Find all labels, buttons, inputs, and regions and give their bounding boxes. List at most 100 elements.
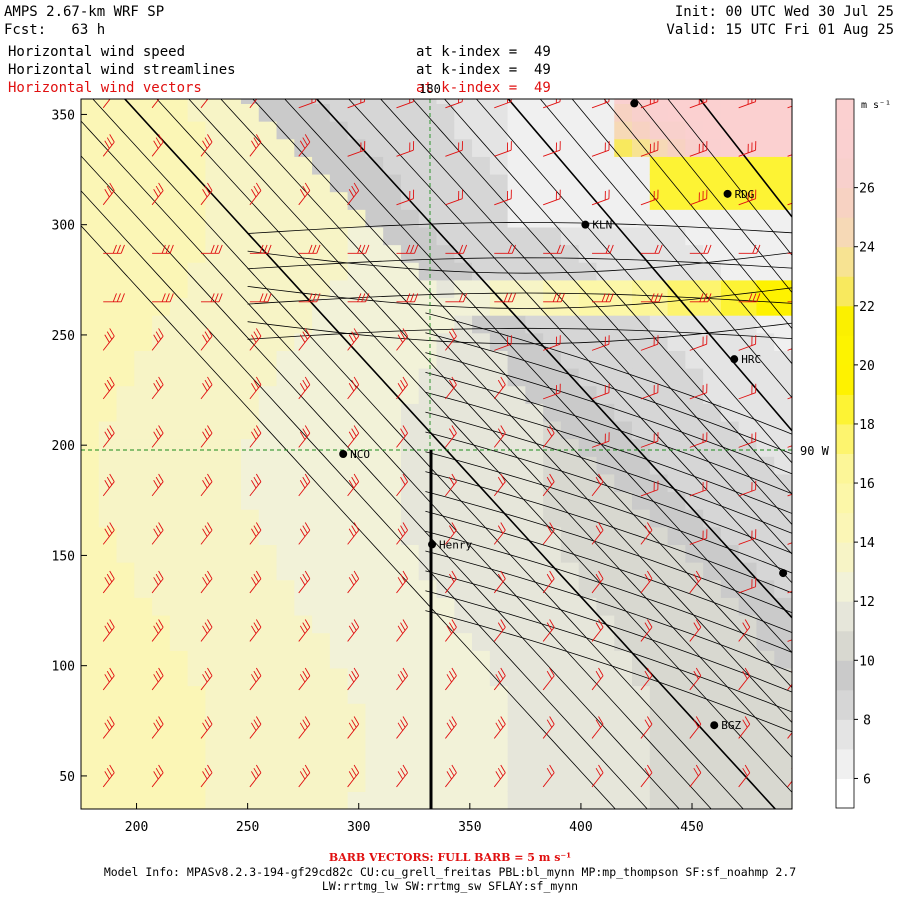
speed-cell	[169, 473, 189, 493]
speed-cell	[667, 173, 686, 193]
wind-barb	[347, 764, 360, 788]
speed-cell	[614, 173, 633, 193]
speed-cell	[223, 156, 242, 175]
speed-cell	[240, 526, 260, 546]
speed-cell	[169, 385, 189, 404]
speed-cell	[223, 491, 242, 510]
colorbar-swatch	[836, 630, 854, 661]
speed-cell	[294, 138, 313, 157]
speed-cell	[774, 99, 792, 105]
speed-cell	[738, 791, 758, 809]
speed-cell	[418, 368, 438, 387]
speed-cell	[507, 385, 526, 404]
speed-cell	[169, 685, 189, 704]
speed-cell	[205, 279, 224, 299]
speed-cell	[347, 315, 366, 334]
speed-cell	[560, 491, 580, 510]
wind-barb	[347, 182, 360, 206]
speed-cell	[81, 597, 100, 616]
speed-cell	[152, 544, 171, 563]
speed-cell	[614, 191, 633, 210]
speed-cell	[614, 209, 633, 228]
speed-cell	[294, 121, 313, 140]
speed-cell	[187, 403, 207, 422]
speed-cell	[774, 368, 792, 387]
speed-cell	[614, 438, 633, 457]
wind-barb	[396, 716, 408, 739]
wind-barb	[151, 619, 164, 642]
speed-cell	[152, 491, 171, 510]
speed-cell	[614, 156, 633, 175]
speed-cell	[507, 332, 526, 351]
speed-cell	[400, 420, 420, 440]
wind-barb	[298, 764, 311, 788]
wind-barb	[493, 473, 506, 497]
wind-barb	[787, 348, 792, 351]
speed-cell	[720, 121, 740, 140]
wind-barb	[151, 99, 160, 109]
speed-cell	[632, 350, 651, 369]
speed-cell	[81, 650, 100, 669]
speed-cell	[116, 756, 135, 775]
speed-cell	[667, 614, 686, 634]
speed-cell	[489, 632, 509, 651]
speed-cell	[187, 103, 207, 122]
wind-barb	[249, 99, 258, 109]
speed-cell	[347, 350, 366, 369]
station-label: NCO	[350, 448, 370, 461]
speed-cell	[152, 791, 171, 809]
wind-barb	[151, 328, 164, 351]
speed-cell	[187, 526, 207, 546]
streamline	[635, 99, 792, 294]
speed-cell	[418, 667, 438, 687]
speed-cell	[134, 438, 153, 457]
speed-cell	[774, 791, 792, 809]
speed-cell	[703, 438, 722, 457]
speed-cell	[454, 279, 473, 299]
speed-cell	[223, 209, 242, 228]
speed-cell	[400, 438, 420, 457]
speed-cell	[329, 262, 349, 281]
speed-cell	[116, 473, 135, 493]
wind-barb	[542, 570, 555, 594]
speed-cell	[649, 544, 669, 563]
speed-cell	[365, 738, 384, 757]
speed-cell	[685, 315, 704, 334]
streamline	[247, 222, 792, 234]
speed-cell	[134, 191, 153, 210]
speed-cell	[98, 297, 118, 316]
speed-cell	[703, 650, 722, 669]
speed-cell	[667, 99, 686, 105]
speed-cell	[223, 614, 242, 634]
speed-cell	[187, 614, 207, 634]
speed-cell	[525, 509, 544, 528]
speed-cell	[276, 121, 295, 140]
speed-cell	[187, 456, 207, 475]
wind-barb	[787, 542, 792, 545]
speed-cell	[685, 121, 704, 140]
speed-cell	[98, 791, 118, 809]
speed-cell	[614, 509, 633, 528]
wind-barb	[738, 383, 757, 400]
speed-cell	[81, 368, 100, 387]
speed-cell	[347, 138, 366, 157]
speed-cell	[507, 597, 526, 616]
wind-barb	[249, 182, 262, 206]
speed-cell	[489, 332, 509, 351]
speed-cell	[418, 332, 438, 351]
streamline	[425, 312, 792, 435]
speed-cell	[223, 315, 242, 334]
streamline	[571, 99, 792, 365]
speed-cell	[614, 315, 633, 334]
speed-cell	[489, 297, 509, 316]
speed-cell	[276, 632, 295, 651]
speed-cell	[187, 491, 207, 510]
wind-barb	[445, 189, 463, 206]
speed-cell	[507, 738, 526, 757]
wind-barb	[151, 473, 164, 497]
wind-barb	[738, 432, 757, 448]
speed-cell	[560, 614, 580, 634]
colorbar-swatch	[836, 453, 854, 484]
field-level-streamlines: at k-index = 49	[416, 62, 551, 78]
field-name-speed: Horizontal wind speed	[8, 44, 186, 60]
